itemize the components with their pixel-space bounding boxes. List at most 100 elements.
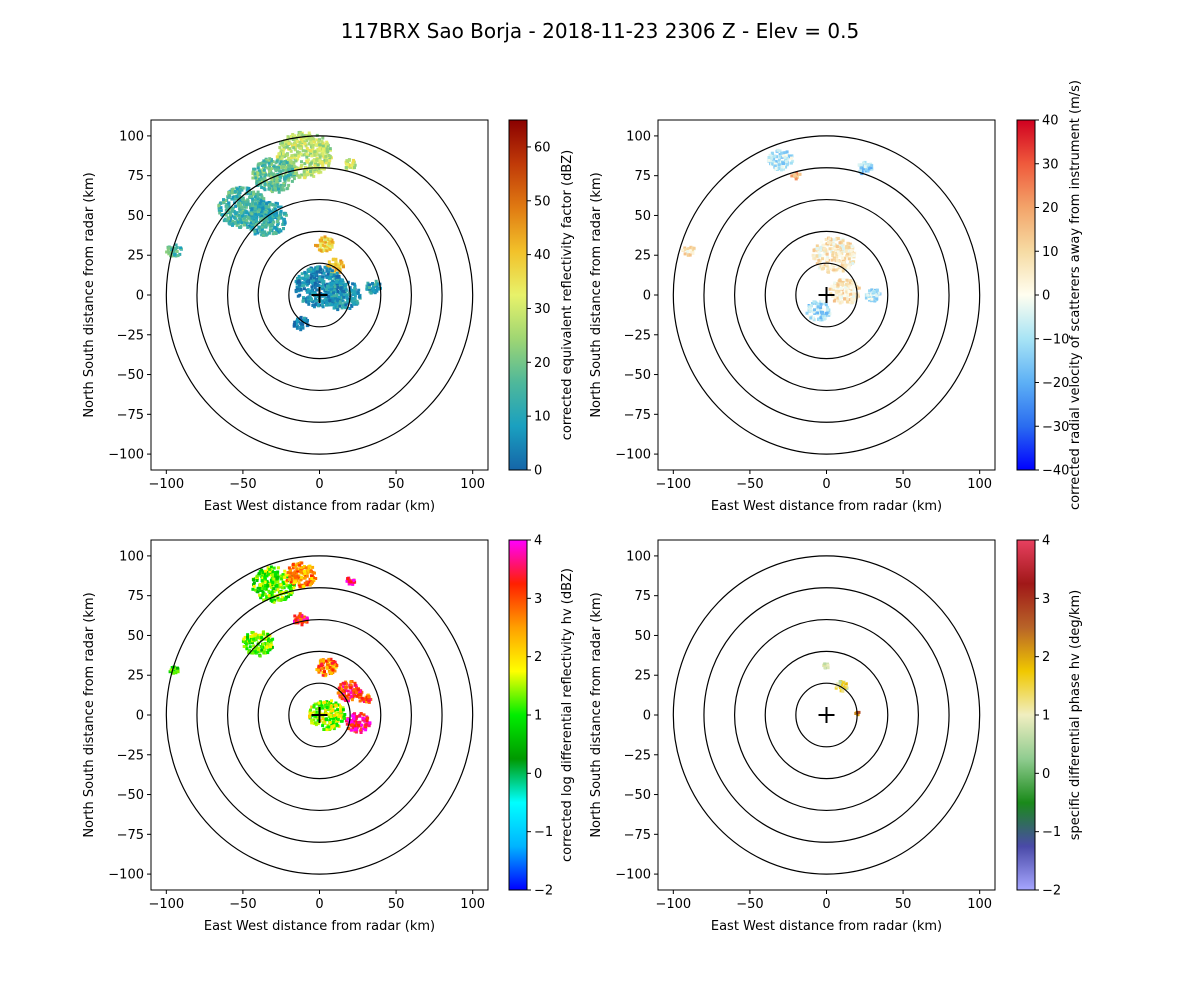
x-tick-label: 50 (388, 897, 405, 912)
y-tick-label: −25 (624, 328, 651, 343)
colorbar-tick-label: −2 (1042, 884, 1061, 899)
echo-cell (285, 561, 318, 589)
x-tick-label: 0 (315, 897, 323, 912)
y-tick-label: −100 (108, 448, 144, 463)
echo-cell (243, 200, 288, 237)
range-ring (703, 167, 950, 423)
y-tick-label: −50 (624, 368, 651, 383)
x-tick-label: 0 (315, 477, 323, 492)
colorbar-tick-label: −30 (1042, 420, 1069, 435)
colorbar-gradient (1016, 539, 1036, 891)
x-tick-label: −100 (655, 897, 691, 912)
x-tick-label: −50 (736, 477, 763, 492)
colorbar-tick-label: 0 (1042, 289, 1050, 304)
panel-1: −100 −50 0 50 100−100−75−50−250255075100East… (82, 119, 575, 514)
x-axis-label: East West distance from radar (km) (204, 499, 435, 514)
colorbar-tick-label: 0 (534, 464, 542, 479)
y-tick-label: 0 (136, 709, 144, 724)
echo-cell (805, 299, 832, 322)
y-tick-label: 25 (127, 669, 144, 684)
x-tick-label: −50 (736, 897, 763, 912)
y-tick-label: 0 (643, 289, 651, 304)
colorbar-tick-label: −20 (1042, 376, 1069, 391)
colorbar-gradient (508, 539, 528, 891)
colorbar-tick-label: 2 (534, 650, 542, 665)
echo-cell (168, 665, 180, 675)
y-tick-label: 0 (136, 289, 144, 304)
x-tick-label: 0 (822, 477, 830, 492)
y-tick-label: −25 (624, 748, 651, 763)
colorbar-tick-label: 2 (1042, 650, 1050, 665)
y-tick-label: −75 (117, 828, 144, 843)
echo-cell (358, 693, 373, 704)
colorbar-tick-label: −2 (534, 884, 553, 899)
range-ring (226, 618, 413, 812)
range-ring (288, 262, 351, 328)
range-ring (795, 682, 858, 748)
echo-cell (292, 315, 310, 332)
x-tick-label: 100 (967, 897, 992, 912)
y-axis-label: North South distance from radar (km) (589, 592, 604, 837)
colorbar-tick-label: −40 (1042, 464, 1069, 479)
y-tick-label: 50 (634, 629, 651, 644)
y-tick-label: 75 (127, 589, 144, 604)
echo-cell (834, 680, 849, 693)
range-ring (288, 682, 351, 748)
echo-cell (344, 712, 372, 734)
colorbar-tick-label: 1 (1042, 709, 1050, 724)
echo-cell (766, 148, 795, 172)
y-tick-label: 50 (127, 209, 144, 224)
y-axis-label: North South distance from radar (km) (82, 172, 97, 417)
colorbar-tick-label: −10 (1042, 332, 1069, 347)
colorbar-tick-label: 40 (1042, 114, 1059, 129)
colorbar-tick-label: 50 (534, 194, 551, 209)
colorbar: −2 −1 0 1 2 3 4 specific differential phase hv … (1016, 534, 1083, 899)
y-tick-label: −50 (624, 788, 651, 803)
colorbar-tick-label: 10 (1042, 245, 1059, 260)
colorbar-tick-label: 20 (1042, 201, 1059, 216)
panel-3: −100 −50 0 50 100 −100 −75 −50 −25 0 25 50 75 100 East… (82, 534, 575, 935)
colorbar: −2 −1 0 1 2 3 4 corrected log differential refl… (508, 534, 575, 899)
panel-2: −100 −50 0 50 100−100−75−50−250255075100East… (589, 80, 1083, 514)
y-tick-label: 75 (634, 589, 651, 604)
colorbar-tick-label: 0 (1042, 767, 1050, 782)
y-tick-label: −25 (117, 748, 144, 763)
echo-cell (336, 680, 364, 703)
x-tick-label: −50 (229, 897, 256, 912)
colorbar-label: corrected log differential reflectivity … (560, 568, 575, 862)
plot-area (672, 135, 981, 455)
colorbar-gradient (508, 119, 528, 471)
y-tick-label: −25 (117, 328, 144, 343)
colorbar-tick-label: 4 (534, 534, 542, 549)
colorbar-tick-label: −1 (534, 825, 553, 840)
y-tick-label: −50 (117, 368, 144, 383)
range-ring (196, 167, 443, 423)
colorbar-tick-label: 4 (1042, 534, 1050, 549)
colorbar: 0 10 20 30 40 50 60 corrected equivalent reflec… (508, 119, 575, 479)
colorbar-tick-label: 3 (534, 592, 542, 607)
colorbar-tick-label: 40 (534, 248, 551, 263)
range-ring (672, 555, 981, 875)
x-axis-label: East West distance from radar (km) (711, 499, 942, 514)
y-tick-label: 25 (634, 669, 651, 684)
colorbar-tick-label: −1 (1042, 825, 1061, 840)
colorbar-label: specific differential phase hv (deg/km) (1068, 590, 1083, 840)
y-tick-label: 25 (634, 249, 651, 264)
echo-cell (251, 565, 297, 604)
range-ring (764, 230, 889, 360)
echo-cell (315, 657, 339, 678)
panels: −100 −50 0 50 100−100−75−50−250255075100East… (82, 80, 1083, 934)
x-tick-label: −50 (229, 477, 256, 492)
range-ring (165, 135, 474, 455)
colorbar-tick-label: 1 (534, 709, 542, 724)
range-ring (196, 587, 443, 843)
plot-area (165, 130, 474, 455)
echo-cell (293, 612, 309, 627)
x-tick-label: 100 (460, 477, 485, 492)
colorbar-label: corrected radial velocity of scatterers … (1068, 80, 1083, 510)
echo-cell (314, 235, 335, 253)
range-ring (764, 650, 889, 780)
range-ring (672, 135, 981, 455)
colorbar-tick-label: 20 (534, 356, 551, 371)
echo-cell (790, 171, 802, 181)
